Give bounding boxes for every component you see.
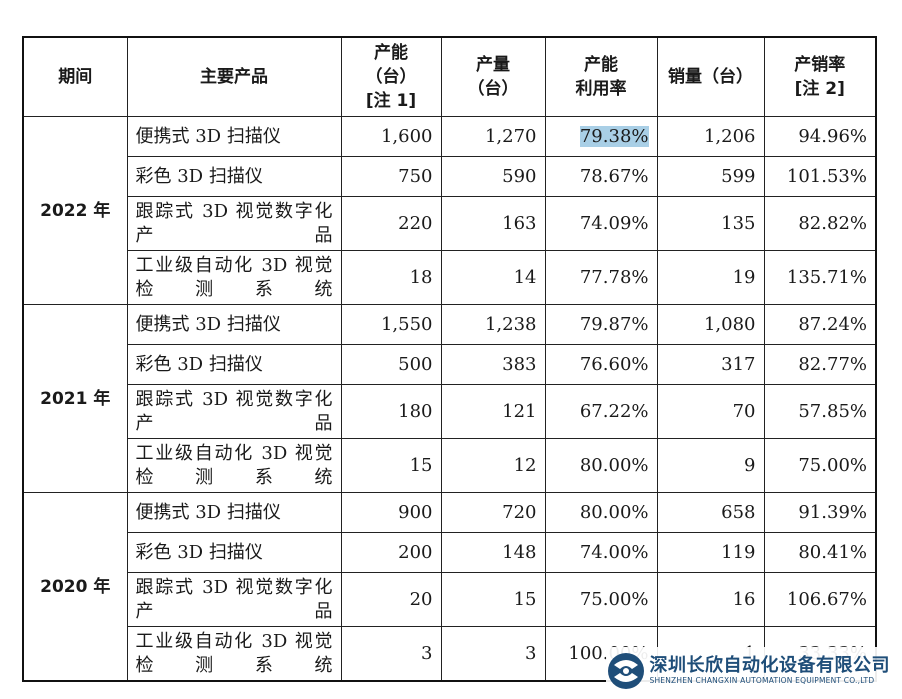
capacity-cell: 500 [340,344,442,385]
product-cell: 跟踪式 3D 视觉数字化产品 [126,196,342,251]
output-cell: 720 [440,492,546,533]
period-cell: 2020 年 [22,492,128,682]
sales-ratio-cell: 57.85% [763,384,877,439]
product-cell: 便携式 3D 扫描仪 [126,116,342,157]
capacity-cell: 1,550 [340,304,442,345]
output-cell: 148 [440,532,546,573]
table-row: 工业级自动化 3D 视觉检测系统 15 12 80.00% 9 75.00% [23,438,877,493]
header-period: 期间 [22,36,128,117]
header-sales: 销量（台） [656,36,765,117]
sales-cell: 599 [656,156,765,197]
table-row: 2020 年便携式 3D 扫描仪 900 720 80.00% 658 91.39% [22,492,877,682]
period-cell: 2022 年 [22,116,128,305]
sales-ratio-cell: 94.96% [763,116,877,157]
product-cell: 彩色 3D 扫描仪 [126,156,342,197]
output-cell: 14 [440,250,546,305]
company-name-en: SHENZHEN CHANGXIN AUTOMATION EQUIPMENT C… [649,676,875,685]
header-output: 产量 （台） [440,36,546,117]
period-cell: 2021 年 [22,304,128,493]
capacity-cell: 3 [340,626,442,682]
output-cell: 383 [440,344,546,385]
product-cell: 彩色 3D 扫描仪 [126,532,342,573]
header-capacity: 产能 （台） [注 1] [340,36,442,117]
sales-cell: 658 [656,492,765,533]
output-cell: 12 [440,438,546,493]
capacity-table: 期间 主要产品 产能 （台） [注 1] 产量 （台） 产能 利用率 销量（台）… [22,36,877,682]
table-row: 跟踪式 3D 视觉数字化产品 180 121 67.22% 70 57.85% [23,384,877,439]
sales-ratio-cell: 87.24% [763,304,877,345]
capacity-cell: 1,600 [340,116,442,157]
product-cell: 便携式 3D 扫描仪 [126,304,342,345]
utilization-cell: 76.60% [544,344,658,385]
table-row: 工业级自动化 3D 视觉检测系统 18 14 77.78% 19 135.71% [23,250,877,305]
output-cell: 3 [440,626,546,682]
utilization-cell: 74.00% [544,532,658,573]
sales-ratio-cell: 135.71% [763,250,877,305]
company-name-cn: 深圳长欣自动化设备有限公司 [649,655,890,676]
header-sales-ratio: 产销率 [注 2] [763,36,877,117]
sales-ratio-cell: 80.41% [763,532,877,573]
sales-ratio-cell: 82.82% [763,196,877,251]
sales-cell: 16 [656,572,765,627]
utilization-cell: 74.09% [544,196,658,251]
sales-cell: 70 [656,384,765,439]
capacity-cell: 18 [340,250,442,305]
sales-cell: 119 [656,532,765,573]
product-cell: 工业级自动化 3D 视觉检测系统 [126,626,342,682]
output-cell: 1,270 [440,116,546,157]
output-cell: 121 [440,384,546,439]
sales-cell: 135 [656,196,765,251]
sales-cell: 1,080 [656,304,765,345]
utilization-cell: 67.22% [544,384,658,439]
capacity-cell: 200 [340,532,442,573]
table-row: 跟踪式 3D 视觉数字化产品 20 15 75.00% 16 106.67% [23,572,877,627]
utilization-cell: 79.38% [544,116,658,157]
sales-ratio-cell: 82.77% [763,344,877,385]
sales-cell: 1,206 [656,116,765,157]
table-row: 彩色 3D 扫描仪 200 148 74.00% 119 80.41% [23,532,877,573]
company-watermark: 深圳长欣自动化设备有限公司 SHENZHEN CHANGXIN AUTOMATI… [605,647,894,695]
table-row: 彩色 3D 扫描仪 500 383 76.60% 317 82.77% [23,344,877,385]
capacity-cell: 900 [340,492,442,533]
sales-ratio-cell: 75.00% [763,438,877,493]
product-cell: 跟踪式 3D 视觉数字化产品 [126,384,342,439]
table-row: 2022 年便携式 3D 扫描仪 1,600 1,270 79.38% 1,206 94.… [22,116,877,305]
header-product: 主要产品 [126,36,342,117]
product-cell: 彩色 3D 扫描仪 [126,344,342,385]
sales-ratio-cell: 91.39% [763,492,877,533]
capacity-cell: 180 [340,384,442,439]
sales-cell: 19 [656,250,765,305]
table-row: 彩色 3D 扫描仪 750 590 78.67% 599 101.53% [23,156,877,197]
product-cell: 跟踪式 3D 视觉数字化产品 [126,572,342,627]
sales-cell: 317 [656,344,765,385]
utilization-cell: 79.87% [544,304,658,345]
utilization-cell: 75.00% [544,572,658,627]
product-cell: 工业级自动化 3D 视觉检测系统 [126,250,342,305]
header-row: 期间 主要产品 产能 （台） [注 1] 产量 （台） 产能 利用率 销量（台）… [22,36,877,117]
sales-ratio-cell: 106.67% [763,572,877,627]
capacity-cell: 15 [340,438,442,493]
table-row: 2021 年便携式 3D 扫描仪 1,550 1,238 79.87% 1,080 87.… [22,304,877,493]
capacity-cell: 750 [340,156,442,197]
header-utilization: 产能 利用率 [544,36,658,117]
utilization-cell: 78.67% [544,156,658,197]
sales-ratio-cell: 101.53% [763,156,877,197]
product-cell: 工业级自动化 3D 视觉检测系统 [126,438,342,493]
utilization-cell: 80.00% [544,438,658,493]
product-cell: 便携式 3D 扫描仪 [126,492,342,533]
utilization-cell: 80.00% [544,492,658,533]
capacity-cell: 220 [340,196,442,251]
sales-cell: 9 [656,438,765,493]
output-cell: 590 [440,156,546,197]
capacity-cell: 20 [340,572,442,627]
company-logo-icon [607,653,644,689]
table-row: 跟踪式 3D 视觉数字化产品 220 163 74.09% 135 82.82% [23,196,877,251]
output-cell: 1,238 [440,304,546,345]
output-cell: 15 [440,572,546,627]
utilization-cell: 77.78% [544,250,658,305]
highlighted-value: 79.38% [579,125,649,147]
output-cell: 163 [440,196,546,251]
